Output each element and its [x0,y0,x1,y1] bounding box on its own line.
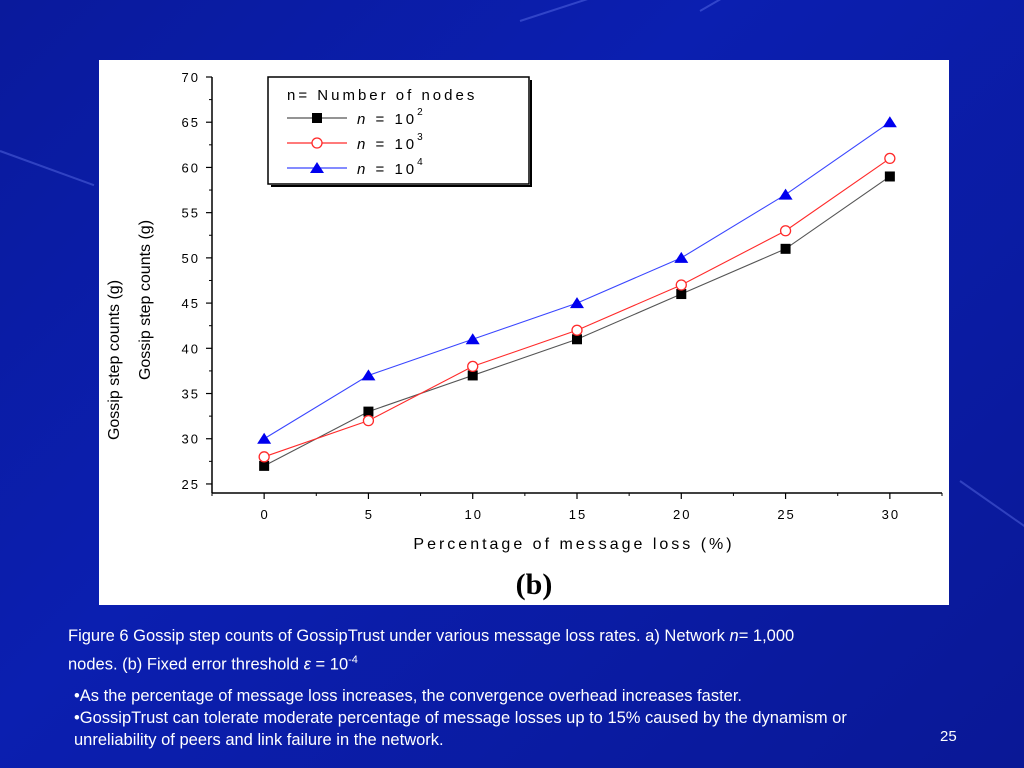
data-point [363,406,374,417]
data-point [361,369,376,381]
caption-line2-var: ε [303,655,311,674]
chart-panel: 25 30 35 40 45 50 55 60 65 70 0 5 10 15 20 25 30 n= Numb… [99,60,949,605]
background-streak [519,0,825,22]
caption-line2-prefix: nodes. (b) Fixed error threshold [68,655,304,674]
data-point [675,279,687,291]
caption-line2-mid: = 10 [310,655,349,674]
bullet-item: •GossipTrust can tolerate moderate perce… [74,709,847,749]
data-point [572,334,582,345]
y-tick-label: 30 [182,432,200,447]
caption-line1-suffix: = 1,000 [738,627,795,645]
background-streak [959,480,1024,551]
figure-caption: Figure 6 Gossip step counts of GossipTru… [68,624,968,677]
y-tick-label: 50 [182,251,200,266]
series-line [263,176,891,467]
y-tick-label: 65 [182,115,200,130]
data-point [779,225,792,237]
x-tick-label: 5 [365,507,374,522]
x-tick-label: 15 [569,507,587,522]
data-point [467,360,479,373]
legend-title: n= Number of nodes [287,87,477,104]
legend-entry: n = 104 [357,157,426,178]
data-point [884,171,895,182]
legend-marker [311,137,323,149]
panel-label: (b) [516,568,553,601]
y-tick-label: 40 [182,341,200,356]
data-point [257,432,272,444]
x-tick-label: 0 [261,507,270,522]
caption-line2-exp: -4 [348,654,358,666]
data-point [780,243,791,254]
data-point [884,152,896,165]
data-point [882,116,897,128]
x-tick-label: 20 [673,507,691,522]
background-streak [699,0,961,12]
x-axis-title: Percentage of message loss (%) [413,536,734,553]
y-axis-title-duplicate: Gossip step counts (g) [137,220,154,380]
data-point [778,188,793,200]
data-point [570,297,584,309]
legend-marker [312,113,322,123]
y-tick-label: 25 [182,477,200,492]
bullet-item: •As the percentage of message loss incre… [74,687,742,705]
chart-legend: n= Number of nodes n = 102 n = 103 n = 104 [267,76,532,187]
y-axis-title: Gossip step counts (g) [106,280,123,440]
chart-series-layer [257,116,897,471]
data-point [676,289,687,300]
data-point [571,324,583,336]
legend-marker [310,162,324,173]
data-point [467,370,478,381]
y-tick-label: 70 [182,70,200,85]
chart-axes: 25 30 35 40 45 50 55 60 65 70 0 5 10 15 20 25 30 [182,70,943,522]
bullet-list: •As the percentage of message loss incre… [74,685,924,751]
legend-entry: n = 102 [357,107,426,128]
caption-line1-prefix: Figure 6 Gossip step counts of GossipTru… [68,627,730,645]
x-tick-label: 10 [464,507,482,522]
legend-box [267,76,530,185]
data-point [465,333,480,345]
caption-line1-var: n [729,627,739,645]
data-point [258,451,270,463]
line-chart: 25 30 35 40 45 50 55 60 65 70 0 5 10 15 20 25 30 n= Numb… [106,70,943,601]
legend-entry: n = 103 [357,132,426,153]
page-number: 25 [940,728,957,745]
y-tick-label: 60 [182,160,200,175]
y-tick-label: 55 [182,206,200,221]
x-tick-label: 25 [777,507,795,522]
background-streak [0,150,95,187]
data-point [362,415,375,427]
data-point [674,251,689,263]
y-tick-label: 35 [182,387,200,402]
x-tick-label: 30 [882,507,900,522]
data-point [259,460,270,471]
y-tick-label: 45 [182,296,200,311]
